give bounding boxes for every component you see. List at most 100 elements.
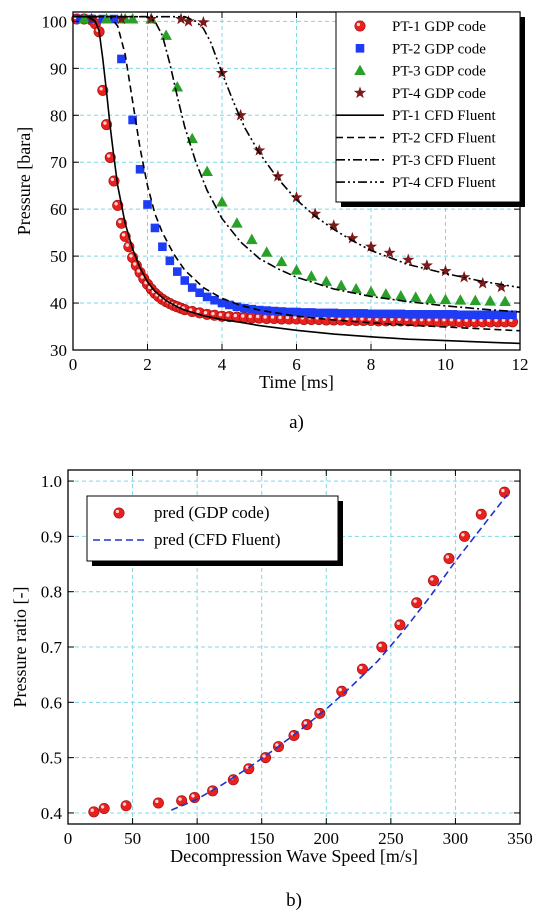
data-point: [284, 307, 294, 317]
marker-highlight: [191, 794, 195, 798]
y-tick-label: 100: [42, 12, 68, 31]
data-point: [439, 293, 452, 305]
data-point: [420, 259, 433, 271]
data-point: [225, 300, 234, 310]
data-point: [396, 309, 406, 319]
caption: b): [286, 890, 302, 911]
data-point: [88, 806, 100, 818]
chart-b: 0 50 100 150 200 250 300 350 0.4 0.5 0.6 0.7 0.8 0.9 1…: [10, 469, 533, 911]
data-point: [402, 253, 415, 266]
data-point: [201, 165, 213, 177]
x-tick-label: 12: [512, 355, 529, 374]
data-point: [314, 308, 324, 318]
data-point: [471, 310, 480, 320]
marker-highlight: [375, 317, 379, 321]
data-point: [463, 310, 473, 320]
marker-highlight: [413, 599, 417, 603]
data-point: [499, 486, 511, 498]
y-tick-label: 30: [50, 341, 67, 360]
marker-highlight: [125, 243, 129, 247]
marker-highlight: [278, 315, 282, 320]
data-point: [305, 270, 318, 281]
data-point: [344, 309, 353, 318]
data-point: [336, 309, 346, 318]
marker-highlight: [419, 318, 424, 322]
marker-highlight: [390, 317, 394, 321]
y-tick-label: 90: [50, 59, 67, 78]
x-tick-label: 2: [143, 355, 152, 374]
marker-highlight: [396, 621, 400, 625]
x-tick-label: 0: [64, 829, 73, 848]
legend-label: PT-1 CFD Fluent: [392, 108, 496, 124]
data-point: [145, 12, 158, 25]
data-point: [336, 685, 348, 697]
legend-label: pred (CFD Fluent): [154, 530, 281, 549]
data-point: [322, 308, 331, 318]
y-axis-label: Pressure ratio [-]: [10, 587, 30, 708]
marker-body: [88, 806, 100, 818]
data-point: [189, 791, 201, 803]
data-point: [271, 169, 284, 182]
data-point: [100, 13, 113, 24]
data-point: [231, 217, 243, 228]
data-point: [197, 15, 210, 28]
x-tick-label: 350: [507, 829, 533, 848]
data-point: [98, 14, 108, 24]
marker-highlight: [211, 311, 215, 316]
legend: pred (GDP code) pred (CFD Fluent): [86, 495, 343, 566]
series-line: [170, 494, 508, 811]
data-point: [275, 255, 288, 267]
data-point: [443, 552, 455, 564]
data-point: [500, 310, 510, 320]
marker-body: [475, 508, 487, 520]
data-point: [232, 302, 242, 312]
series-0: [88, 486, 511, 818]
series-1: [170, 494, 508, 811]
marker-highlight: [449, 318, 454, 322]
marker-highlight: [115, 509, 120, 514]
data-point: [260, 246, 273, 257]
data-point: [292, 307, 301, 317]
data-point: [329, 308, 339, 318]
data-point: [126, 13, 139, 24]
marker-highlight: [338, 687, 342, 692]
legend-box: [335, 11, 521, 203]
marker-highlight: [293, 315, 297, 320]
data-point: [210, 295, 219, 305]
data-point: [508, 310, 517, 320]
marker-highlight: [479, 318, 483, 322]
series-line: [73, 15, 521, 289]
data-point: [260, 752, 272, 764]
data-point: [441, 310, 450, 319]
legend-marker: [113, 507, 125, 519]
marker-highlight: [248, 314, 252, 319]
marker-highlight: [464, 318, 468, 322]
legend-marker: [355, 44, 365, 53]
series-line: [73, 15, 521, 332]
legend-marker: [353, 86, 367, 99]
marker-highlight: [218, 312, 223, 317]
ticks: 0 50 100 150 200 250 300 350 0.4 0.5 0.6 0.7 0.8 0.9 1…: [41, 470, 533, 848]
ticks: 0 2 4 6 8 10 12 30 40 50 60 70 80 90 100: [42, 12, 529, 374]
y-tick-label: 60: [50, 200, 67, 219]
data-point: [427, 575, 439, 587]
data-point: [173, 267, 182, 276]
legend-label: PT-2 CFD Fluent: [392, 131, 496, 147]
marker-highlight: [263, 315, 267, 319]
data-point: [309, 207, 322, 220]
data-point: [475, 508, 487, 520]
data-point: [359, 309, 368, 318]
marker-highlight: [412, 318, 416, 322]
series-4: [73, 15, 521, 345]
data-point: [78, 13, 90, 24]
data-point: [202, 292, 212, 302]
data-point: [448, 310, 458, 319]
marker-highlight: [360, 317, 364, 321]
marker-highlight: [285, 315, 290, 320]
data-point: [290, 264, 303, 275]
marker-body: [376, 641, 388, 653]
data-point: [447, 315, 459, 327]
y-tick-label: 0.8: [41, 583, 62, 602]
data-point: [383, 246, 396, 258]
data-point: [158, 242, 167, 252]
